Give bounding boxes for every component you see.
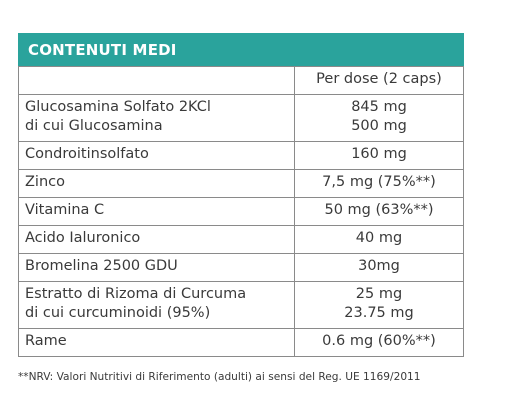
nutrient-value: 25 mg bbox=[355, 286, 403, 302]
footnote: **NRV: Valori Nutritivi di Riferimento (… bbox=[18, 371, 421, 383]
nutrient-value: 0.6 mg (60%**) bbox=[322, 333, 436, 349]
table-row: Rame 0.6 mg (60%**) bbox=[18, 328, 464, 357]
nutrient-value-cell: 30mg bbox=[294, 253, 464, 282]
table-row: Glucosamina Solfato 2KCl di cui Glucosami… bbox=[18, 94, 464, 142]
nutrient-value: 845 mg bbox=[351, 99, 407, 115]
nutrient-value: 40 mg bbox=[355, 230, 403, 246]
nutrient-value: 30mg bbox=[358, 258, 400, 274]
table-row: Condroitinsolfato 160 mg bbox=[18, 141, 464, 170]
nutrient-name: Estratto di Rizoma di Curcuma bbox=[25, 286, 247, 302]
nutrient-name: di cui curcuminoidi (95%) bbox=[25, 305, 211, 321]
table-header-row: Per dose (2 caps) bbox=[18, 66, 464, 95]
nutrient-value: 500 mg bbox=[351, 118, 407, 134]
nutrient-name: Rame bbox=[25, 333, 67, 349]
table-title-bar: CONTENUTI MEDI bbox=[18, 33, 464, 66]
nutrient-name: di cui Glucosamina bbox=[25, 118, 163, 134]
nutrient-name: Vitamina C bbox=[25, 202, 105, 218]
nutrient-value-cell: 845 mg 500 mg bbox=[294, 94, 464, 142]
nutrient-name-cell: Glucosamina Solfato 2KCl di cui Glucosami… bbox=[18, 94, 295, 142]
nutrient-value-cell: 7,5 mg (75%**) bbox=[294, 169, 464, 198]
nutrient-value-cell: 40 mg bbox=[294, 225, 464, 254]
nutrient-name: Glucosamina Solfato 2KCl bbox=[25, 99, 211, 115]
nutrient-name: Bromelina 2500 GDU bbox=[25, 258, 178, 274]
nutrient-value-cell: 0.6 mg (60%**) bbox=[294, 328, 464, 357]
table-row: Estratto di Rizoma di Curcuma di cui curc… bbox=[18, 281, 464, 329]
table-row: Zinco 7,5 mg (75%**) bbox=[18, 169, 464, 198]
nutrient-value: 7,5 mg (75%**) bbox=[322, 174, 436, 190]
nutrient-name-cell: Estratto di Rizoma di Curcuma di cui curc… bbox=[18, 281, 295, 329]
nutrient-value: 23.75 mg bbox=[344, 305, 414, 321]
nutrient-value: 50 mg (63%**) bbox=[324, 202, 434, 218]
nutrient-name-cell: Acido Ialuronico bbox=[18, 225, 295, 254]
nutrient-name-cell: Vitamina C bbox=[18, 197, 295, 226]
nutrient-name-cell: Zinco bbox=[18, 169, 295, 198]
table-row: Vitamina C 50 mg (63%**) bbox=[18, 197, 464, 226]
nutrition-table-container: CONTENUTI MEDI Per dose (2 caps) Glucosa… bbox=[18, 33, 464, 357]
nutrient-name-cell: Bromelina 2500 GDU bbox=[18, 253, 295, 282]
empty-header-cell bbox=[18, 66, 295, 95]
nutrition-table: Per dose (2 caps) Glucosamina Solfato 2K… bbox=[18, 66, 464, 357]
nutrient-value-cell: 25 mg 23.75 mg bbox=[294, 281, 464, 329]
nutrient-value-cell: 50 mg (63%**) bbox=[294, 197, 464, 226]
table-row: Bromelina 2500 GDU 30mg bbox=[18, 253, 464, 282]
nutrient-name-cell: Rame bbox=[18, 328, 295, 357]
table-title: CONTENUTI MEDI bbox=[28, 40, 177, 59]
column-header: Per dose (2 caps) bbox=[294, 66, 464, 95]
table-row: Acido Ialuronico 40 mg bbox=[18, 225, 464, 254]
nutrient-value: 160 mg bbox=[351, 146, 407, 162]
nutrient-name: Condroitinsolfato bbox=[25, 146, 149, 162]
nutrient-name-cell: Condroitinsolfato bbox=[18, 141, 295, 170]
nutrient-value-cell: 160 mg bbox=[294, 141, 464, 170]
nutrient-name: Acido Ialuronico bbox=[25, 230, 141, 246]
nutrient-name: Zinco bbox=[25, 174, 65, 190]
